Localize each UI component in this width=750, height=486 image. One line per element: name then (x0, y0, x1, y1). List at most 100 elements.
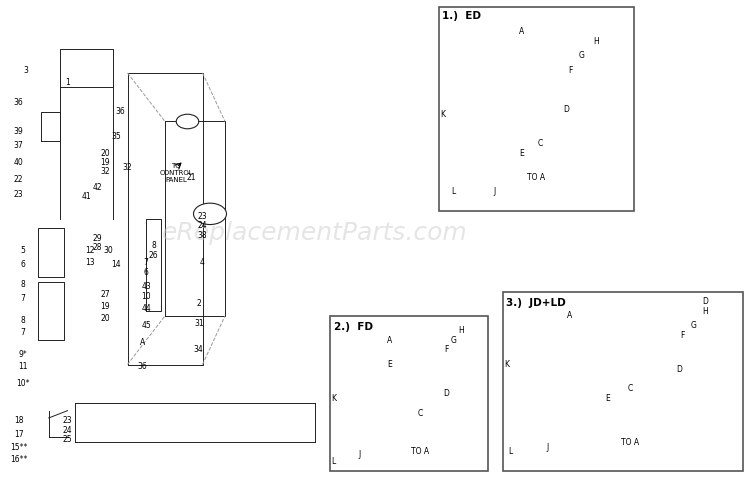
Text: 32: 32 (123, 163, 132, 172)
Text: 28: 28 (93, 243, 102, 252)
Bar (439, 7, 634, 211)
Circle shape (176, 114, 199, 129)
Text: 18: 18 (14, 416, 23, 425)
Text: 44: 44 (141, 304, 151, 313)
Text: 17: 17 (14, 431, 23, 439)
Text: 29: 29 (93, 234, 102, 243)
Text: 24: 24 (63, 426, 72, 434)
Text: 1.)  ED: 1.) ED (442, 12, 482, 21)
Text: 20: 20 (100, 149, 109, 157)
Text: eReplacementParts.com: eReplacementParts.com (162, 221, 468, 245)
Text: A: A (387, 336, 393, 345)
Text: 16**: 16** (10, 455, 28, 464)
Text: 13: 13 (86, 258, 94, 267)
Text: J: J (494, 188, 496, 196)
Text: 6: 6 (144, 268, 148, 277)
Text: 36: 36 (13, 98, 24, 106)
Text: 10*: 10* (16, 380, 29, 388)
Text: 45: 45 (141, 321, 151, 330)
Text: 8: 8 (20, 316, 25, 325)
Text: A: A (567, 312, 573, 320)
Text: C: C (418, 409, 423, 417)
Text: 14: 14 (112, 260, 121, 269)
Text: 23: 23 (198, 212, 207, 221)
Text: 2.)  FD: 2.) FD (334, 323, 373, 332)
Text: 19: 19 (100, 158, 109, 167)
Text: TO
CONTROL
PANEL: TO CONTROL PANEL (160, 162, 193, 183)
Text: 34: 34 (194, 346, 203, 354)
Text: D: D (443, 389, 449, 398)
Text: 1: 1 (65, 78, 70, 87)
Text: 32: 32 (100, 167, 109, 175)
Text: L: L (332, 457, 336, 466)
Text: H: H (593, 37, 599, 46)
Text: 2: 2 (196, 299, 201, 308)
Text: 11: 11 (18, 363, 27, 371)
Text: H: H (702, 307, 708, 315)
Text: 7: 7 (20, 295, 25, 303)
Text: 7: 7 (144, 258, 148, 267)
Text: 10: 10 (142, 292, 151, 301)
Bar (330, 316, 488, 471)
Text: 23: 23 (14, 190, 23, 199)
Text: 43: 43 (141, 282, 151, 291)
Text: 8: 8 (20, 280, 25, 289)
Text: A: A (519, 27, 524, 36)
Text: 5: 5 (20, 246, 25, 255)
Text: L: L (508, 448, 512, 456)
Text: 7: 7 (20, 329, 25, 337)
Text: 38: 38 (198, 231, 207, 240)
Text: 21: 21 (187, 173, 196, 182)
Text: 19: 19 (100, 302, 109, 311)
Text: 6: 6 (20, 260, 25, 269)
Text: K: K (504, 360, 509, 369)
Text: D: D (563, 105, 569, 114)
Text: 4: 4 (200, 258, 205, 267)
Text: F: F (680, 331, 685, 340)
Text: F: F (568, 66, 572, 75)
Text: 3.)  JD+LD: 3.) JD+LD (506, 298, 566, 308)
Text: E: E (605, 394, 610, 403)
Text: G: G (451, 336, 457, 345)
Bar (503, 292, 742, 471)
Text: 26: 26 (149, 251, 158, 260)
Text: C: C (628, 384, 633, 393)
Text: K: K (440, 110, 445, 119)
Text: 36: 36 (138, 363, 147, 371)
Text: 35: 35 (111, 132, 122, 140)
Text: D: D (676, 365, 682, 374)
Text: K: K (332, 394, 336, 403)
Text: 31: 31 (194, 319, 203, 328)
Text: 42: 42 (93, 183, 102, 191)
Text: C: C (537, 139, 542, 148)
Text: E: E (388, 360, 392, 369)
Text: 20: 20 (100, 314, 109, 323)
Text: TO A: TO A (527, 173, 545, 182)
Text: A: A (140, 338, 146, 347)
Text: 9*: 9* (18, 350, 27, 359)
Text: 24: 24 (198, 222, 207, 230)
Text: 25: 25 (63, 435, 72, 444)
Text: TO A: TO A (411, 448, 429, 456)
Circle shape (194, 203, 226, 225)
Text: 23: 23 (63, 416, 72, 425)
Text: 27: 27 (100, 290, 109, 298)
Text: G: G (691, 321, 697, 330)
Text: D: D (702, 297, 708, 306)
Text: 39: 39 (13, 127, 24, 136)
Text: 30: 30 (104, 246, 113, 255)
Text: F: F (444, 346, 448, 354)
Text: 37: 37 (13, 141, 24, 150)
Text: 41: 41 (82, 192, 91, 201)
Text: H: H (458, 326, 464, 335)
Text: 8: 8 (152, 241, 156, 250)
Text: 40: 40 (13, 158, 24, 167)
Text: TO A: TO A (621, 438, 639, 447)
Text: E: E (519, 149, 524, 157)
Text: 36: 36 (116, 107, 124, 116)
Text: L: L (452, 188, 456, 196)
Text: G: G (578, 52, 584, 60)
Text: 12: 12 (86, 246, 94, 255)
Text: 22: 22 (14, 175, 23, 184)
Text: J: J (546, 443, 548, 451)
